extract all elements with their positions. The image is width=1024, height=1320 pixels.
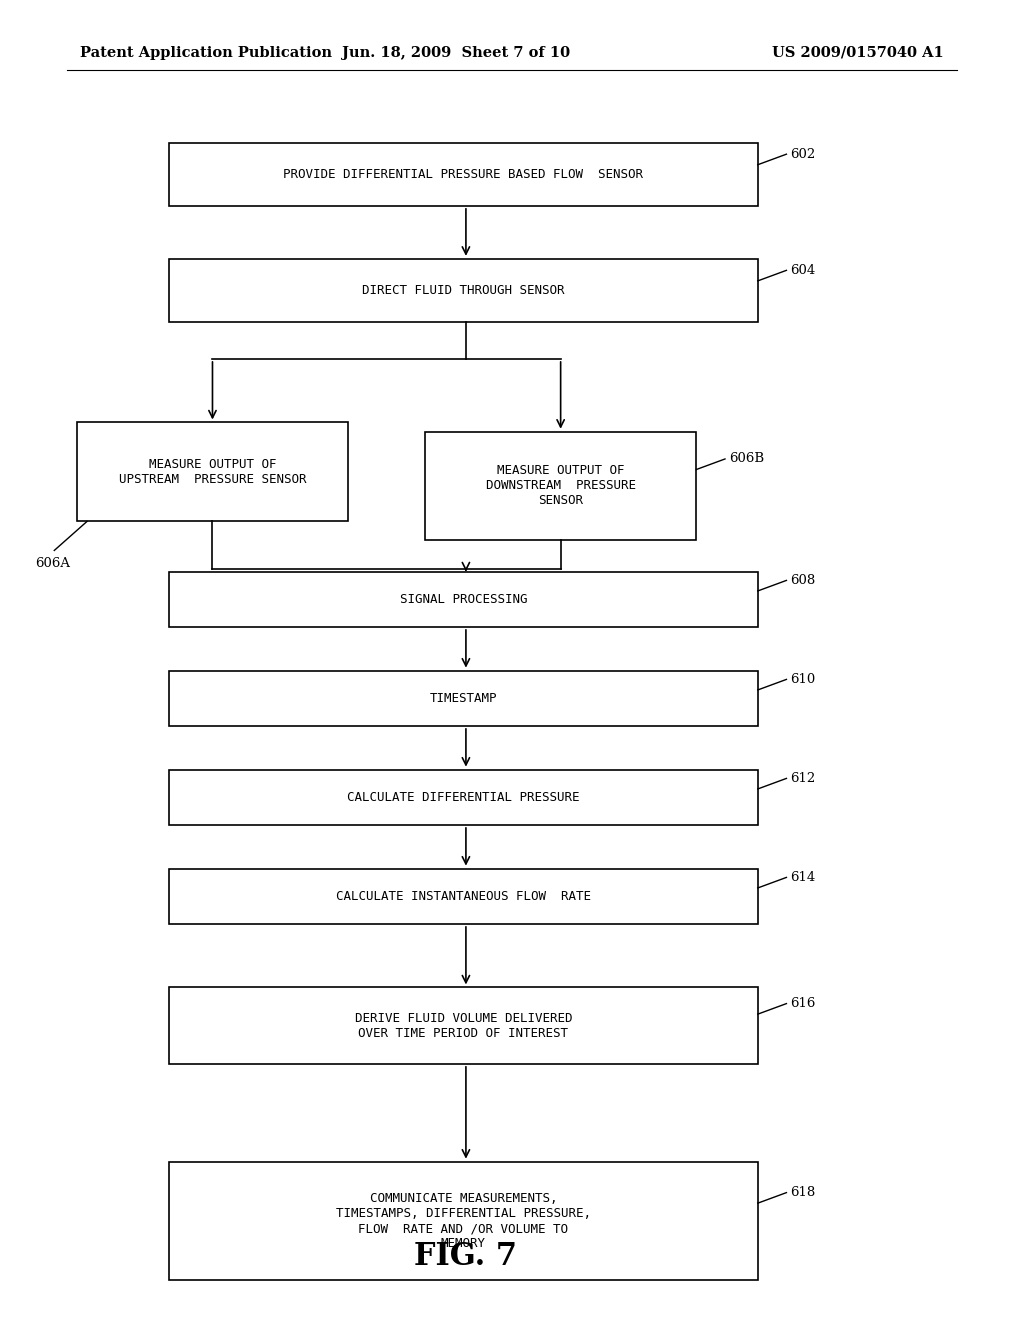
Bar [169, 572, 758, 627]
Text: DIRECT FLUID THROUGH SENSOR: DIRECT FLUID THROUGH SENSOR [362, 284, 564, 297]
Bar [169, 1162, 758, 1280]
Text: 602: 602 [791, 148, 816, 161]
Text: 616: 616 [791, 997, 816, 1010]
Bar [169, 869, 758, 924]
Text: 606A: 606A [35, 557, 70, 570]
Text: MEASURE OUTPUT OF
DOWNSTREAM  PRESSURE
SENSOR: MEASURE OUTPUT OF DOWNSTREAM PRESSURE SE… [485, 465, 636, 507]
Text: SIGNAL PROCESSING: SIGNAL PROCESSING [399, 593, 527, 606]
Text: PROVIDE DIFFERENTIAL PRESSURE BASED FLOW  SENSOR: PROVIDE DIFFERENTIAL PRESSURE BASED FLOW… [284, 168, 643, 181]
Text: Patent Application Publication: Patent Application Publication [80, 46, 332, 59]
Text: CALCULATE INSTANTANEOUS FLOW  RATE: CALCULATE INSTANTANEOUS FLOW RATE [336, 890, 591, 903]
Text: TIMESTAMP: TIMESTAMP [430, 692, 497, 705]
Text: 606B: 606B [729, 453, 764, 466]
Text: 604: 604 [791, 264, 816, 277]
Text: CALCULATE DIFFERENTIAL PRESSURE: CALCULATE DIFFERENTIAL PRESSURE [347, 791, 580, 804]
Bar [169, 259, 758, 322]
Bar [169, 770, 758, 825]
Text: 610: 610 [791, 673, 816, 686]
Text: 614: 614 [791, 871, 816, 884]
Text: COMMUNICATE MEASUREMENTS,
TIMESTAMPS, DIFFERENTIAL PRESSURE,
FLOW  RATE AND /OR : COMMUNICATE MEASUREMENTS, TIMESTAMPS, DI… [336, 1192, 591, 1250]
Bar [77, 422, 348, 521]
Text: 618: 618 [791, 1187, 816, 1199]
Text: DERIVE FLUID VOLUME DELIVERED
OVER TIME PERIOD OF INTEREST: DERIVE FLUID VOLUME DELIVERED OVER TIME … [354, 1011, 572, 1040]
Text: US 2009/0157040 A1: US 2009/0157040 A1 [772, 46, 944, 59]
Bar [169, 987, 758, 1064]
Text: FIG. 7: FIG. 7 [415, 1241, 517, 1272]
Text: 608: 608 [791, 574, 816, 587]
Text: 612: 612 [791, 772, 816, 785]
Bar [425, 432, 696, 540]
Text: Jun. 18, 2009  Sheet 7 of 10: Jun. 18, 2009 Sheet 7 of 10 [342, 46, 569, 59]
Bar [169, 671, 758, 726]
Text: MEASURE OUTPUT OF
UPSTREAM  PRESSURE SENSOR: MEASURE OUTPUT OF UPSTREAM PRESSURE SENS… [119, 458, 306, 486]
Bar [169, 143, 758, 206]
